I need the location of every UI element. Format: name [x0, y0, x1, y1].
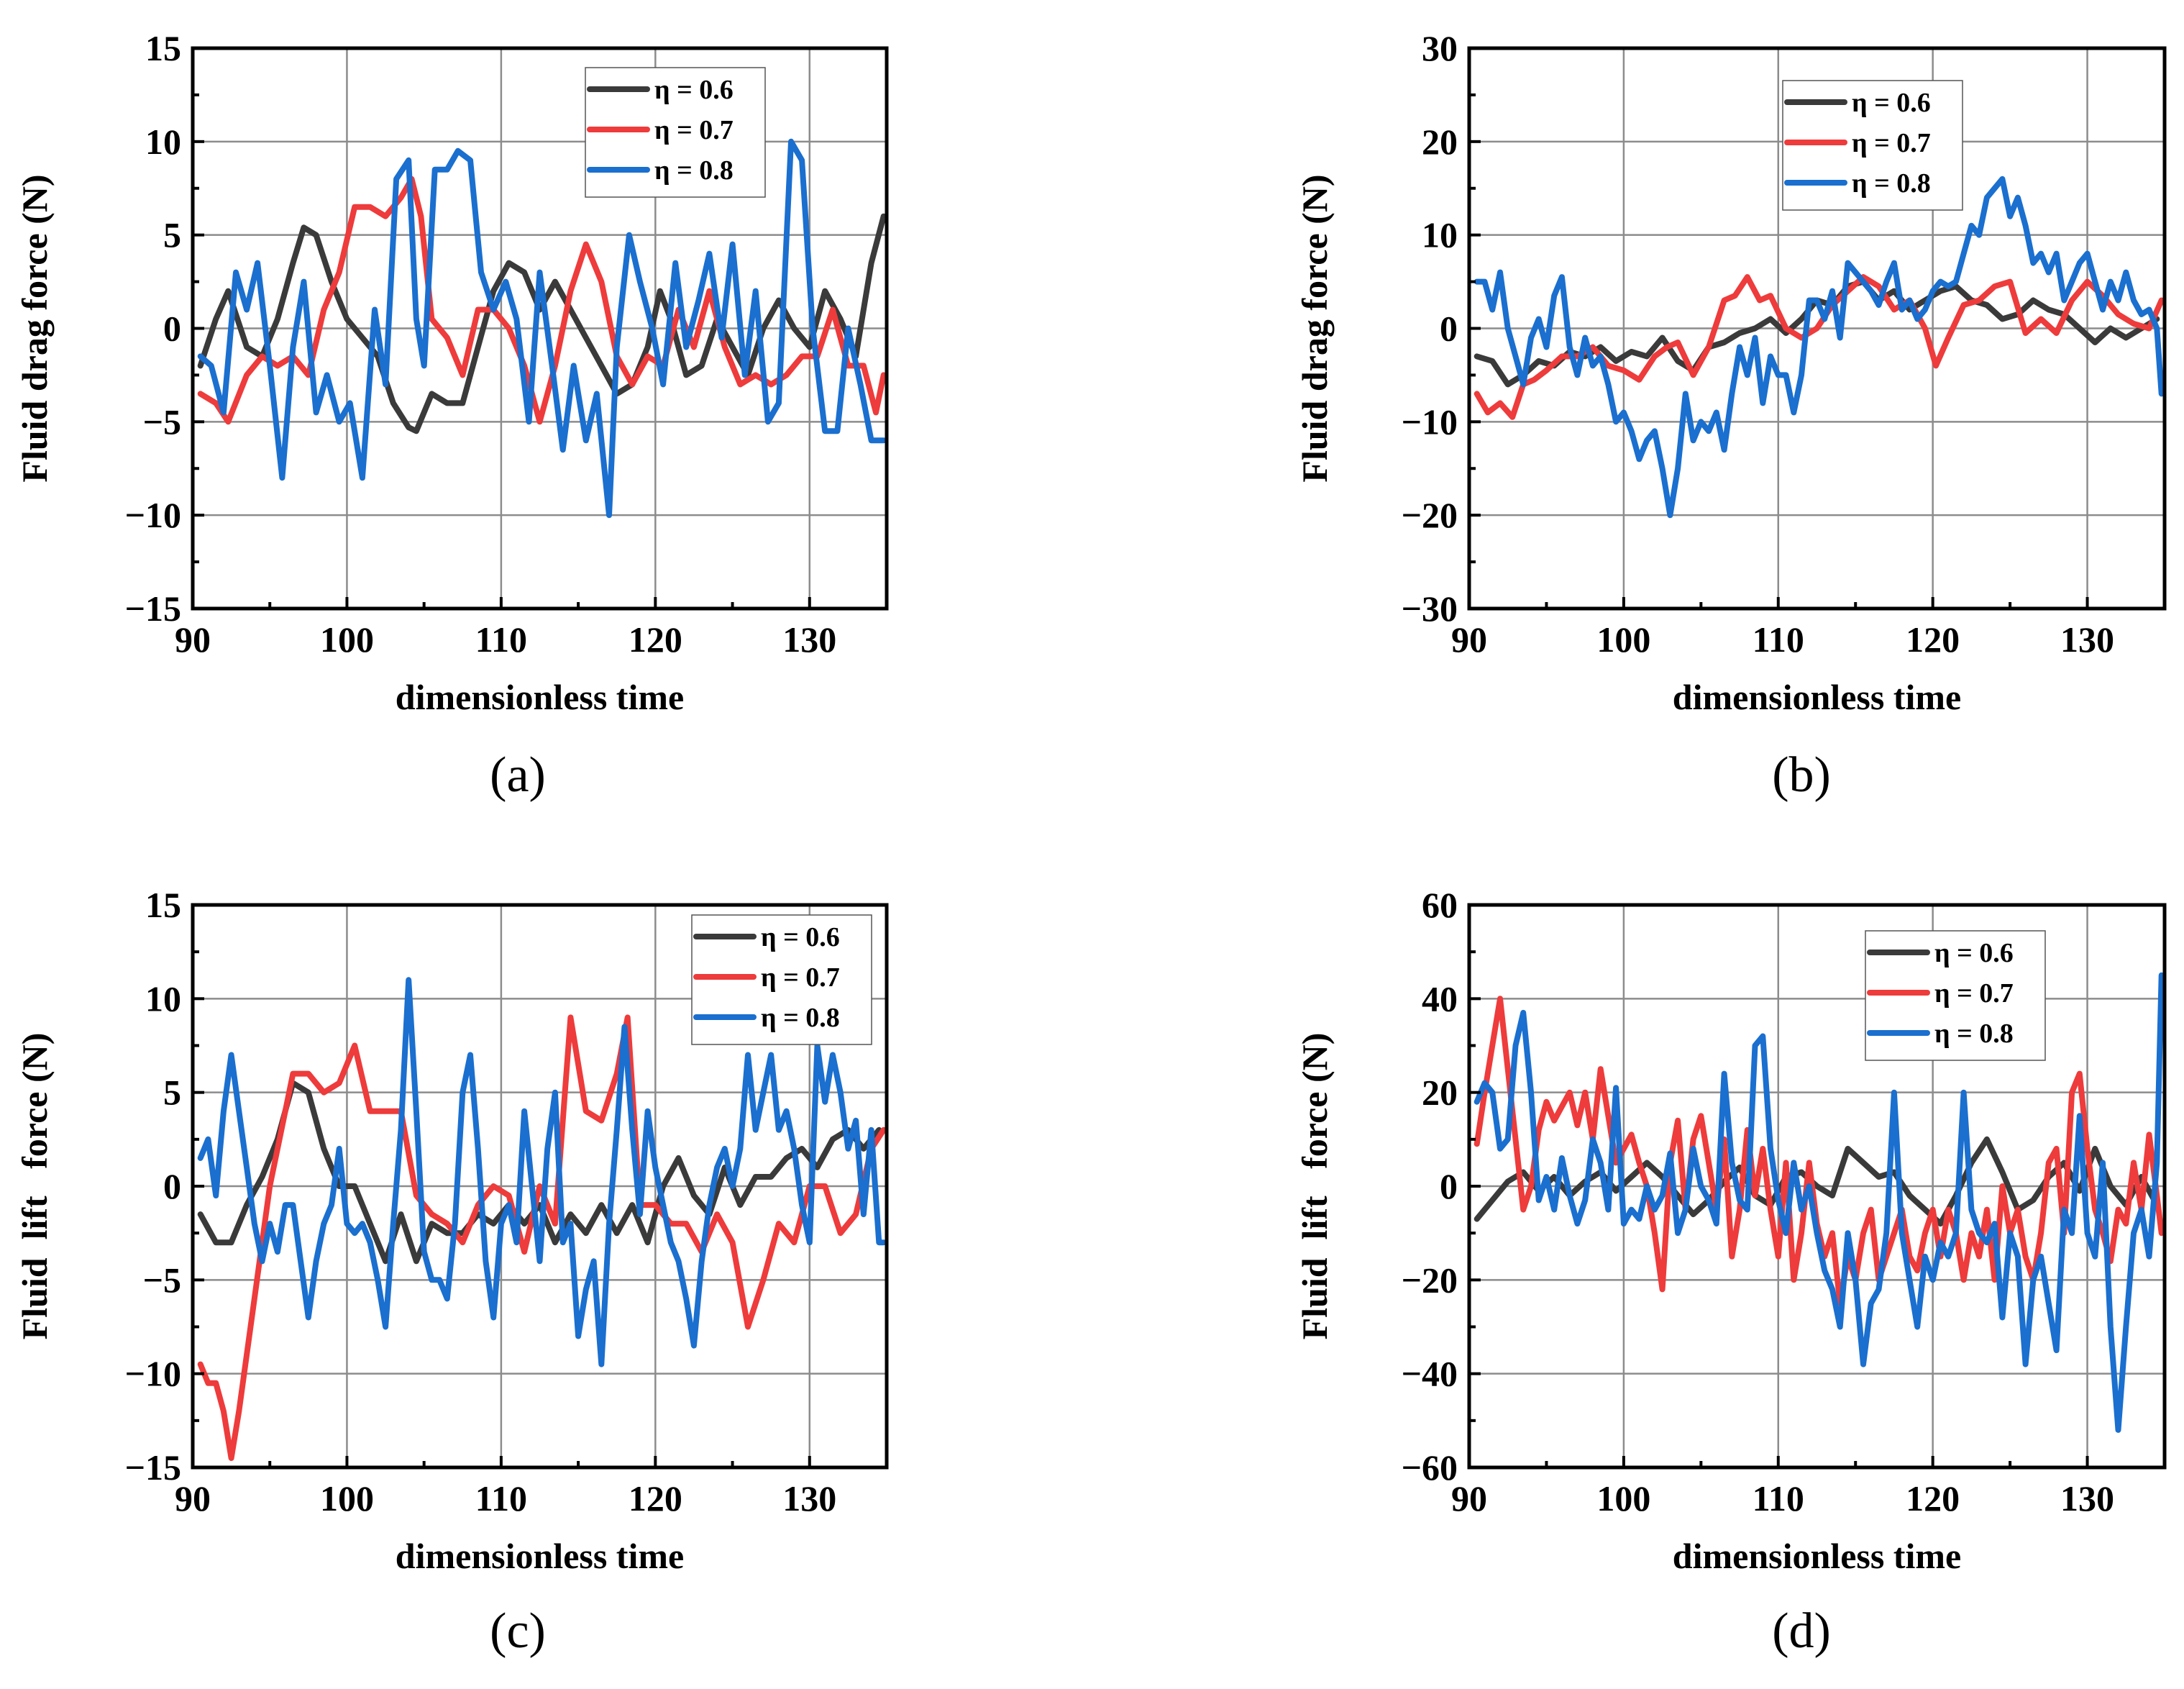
y-tick-label: 5: [163, 1073, 181, 1113]
y-axis-label: Fluid lift force (N): [14, 1033, 55, 1340]
y-tick-label: 0: [163, 309, 181, 349]
y-tick-label: −10: [125, 495, 182, 535]
x-axis-label: dimensionless time: [396, 677, 684, 717]
y-tick-label: −60: [1402, 1447, 1458, 1488]
x-tick-label: 120: [1906, 1478, 1960, 1519]
legend: η = 0.6 η = 0.7 η = 0.8: [1865, 930, 2046, 1061]
series-line-eta-8: [1473, 972, 2165, 1433]
chart-panel-4: 90 100 110 120 130 −60 −40 −20 0 20 40 60 dimensionl…: [1294, 885, 2167, 1659]
y-tick-label: 10: [145, 122, 181, 162]
y-tick-label: −5: [143, 401, 182, 442]
series-line-eta-7: [197, 1014, 887, 1461]
legend-entry: η = 0.8: [761, 1003, 840, 1033]
y-tick-label: −10: [125, 1354, 182, 1394]
y-axis-label: Fluid drag force (N): [14, 174, 55, 482]
x-tick-label: 110: [475, 619, 527, 660]
series-line-eta-6: [197, 1080, 882, 1265]
y-tick-label: −20: [1402, 1260, 1458, 1300]
y-tick-label: 0: [163, 1166, 181, 1206]
series-line-eta-8: [197, 138, 887, 519]
y-tick-label: 10: [1422, 215, 1458, 255]
x-tick-label: 90: [175, 1478, 211, 1519]
y-axis-label: Fluid drag force (N): [1294, 174, 1335, 482]
y-tick-label: 40: [1422, 978, 1458, 1019]
legend-entry: η = 0.6: [654, 75, 734, 105]
y-tick-label: −15: [125, 1447, 182, 1488]
x-tick-label: 120: [629, 1478, 682, 1519]
x-tick-label: 130: [782, 1478, 836, 1519]
legend: η = 0.6 η = 0.7 η = 0.8: [585, 67, 766, 198]
x-axis-label: dimensionless time: [1673, 677, 1961, 717]
legend-entry: η = 0.6: [1852, 88, 1931, 118]
legend-entry: η = 0.8: [1852, 168, 1931, 199]
legend-entry: η = 0.6: [1934, 938, 2014, 968]
x-tick-label: 90: [175, 619, 211, 660]
x-tick-label: 90: [1451, 1478, 1487, 1519]
y-tick-label: 10: [145, 978, 181, 1019]
chart-panel-2: 90 100 110 120 130 −30 −20 −10 0 10 20 30 dimensionl…: [1294, 28, 2167, 803]
y-axis-label: Fluid lift force (N): [1294, 1033, 1335, 1340]
y-tick-label: 30: [1422, 28, 1458, 68]
legend: η = 0.6 η = 0.7 η = 0.8: [1782, 80, 1963, 211]
legend-entry: η = 0.7: [761, 962, 840, 993]
x-tick-label: 100: [1596, 619, 1650, 660]
legend-entry: η = 0.8: [654, 155, 734, 186]
legend-entry: η = 0.8: [1934, 1019, 2014, 1049]
series-line-eta-8: [197, 977, 887, 1367]
panel-label: (b): [1772, 747, 1831, 803]
chart-panel-3: 90 100 110 120 130 −15 −10 −5 0 5 10 15 dimensionles…: [14, 885, 889, 1659]
legend-entry: η = 0.7: [1934, 978, 2014, 1009]
y-tick-label: 60: [1422, 885, 1458, 925]
y-tick-label: −30: [1402, 588, 1458, 629]
chart-panel-1: 90 100 110 120 130 −15 −10 −5 0 5 10 15 dimensionles…: [14, 28, 889, 803]
x-tick-label: 110: [475, 1478, 527, 1519]
y-tick-label: 15: [145, 28, 181, 68]
y-tick-label: −15: [125, 588, 182, 629]
legend-entry: η = 0.7: [1852, 128, 1931, 158]
x-tick-label: 110: [1753, 619, 1804, 660]
series-line-eta-7: [1473, 274, 2165, 420]
y-tick-label: 0: [1440, 309, 1458, 349]
series-line-eta-8: [1473, 176, 2165, 519]
x-tick-label: 90: [1451, 619, 1487, 660]
legend-entry: η = 0.6: [761, 922, 840, 952]
x-tick-label: 110: [1753, 1478, 1804, 1519]
panel-label: (d): [1772, 1603, 1831, 1659]
y-tick-label: 15: [145, 885, 181, 925]
x-axis-label: dimensionless time: [396, 1536, 684, 1576]
y-tick-label: 20: [1422, 1073, 1458, 1113]
x-tick-label: 100: [320, 619, 374, 660]
legend: η = 0.6 η = 0.7 η = 0.8: [691, 914, 872, 1045]
panel-label: (a): [490, 747, 546, 803]
x-tick-label: 130: [2060, 1478, 2114, 1519]
panel-label: (c): [490, 1603, 546, 1659]
y-tick-label: −20: [1402, 495, 1458, 535]
series-line-eta-7: [197, 176, 887, 425]
x-tick-label: 120: [1906, 619, 1960, 660]
x-axis-label: dimensionless time: [1673, 1536, 1961, 1576]
y-tick-label: 20: [1422, 122, 1458, 162]
legend-entry: η = 0.7: [654, 115, 734, 145]
x-tick-label: 120: [629, 619, 682, 660]
x-tick-label: 100: [1596, 1478, 1650, 1519]
y-tick-label: −5: [143, 1260, 182, 1300]
x-tick-label: 130: [782, 619, 836, 660]
y-tick-label: −10: [1402, 401, 1458, 442]
x-tick-label: 130: [2060, 619, 2114, 660]
y-tick-label: 0: [1440, 1166, 1458, 1206]
y-tick-label: −40: [1402, 1354, 1458, 1394]
x-tick-label: 100: [320, 1478, 374, 1519]
y-tick-label: 5: [163, 215, 181, 255]
